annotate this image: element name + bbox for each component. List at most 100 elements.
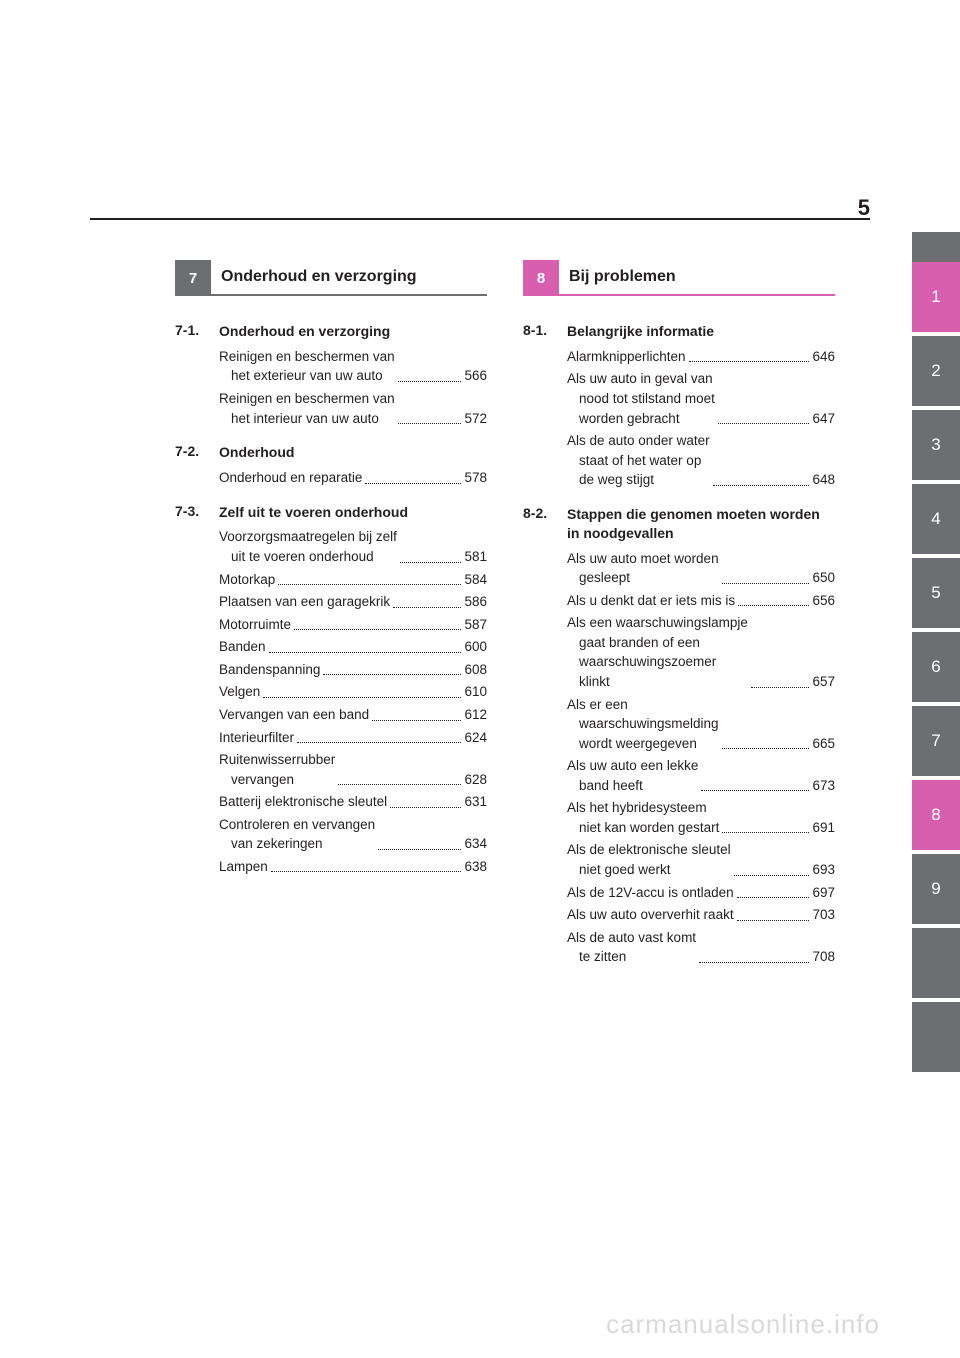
toc-leader-dots bbox=[323, 674, 461, 675]
toc-entry[interactable]: Reinigen en beschermen vanhet interieur … bbox=[219, 389, 487, 428]
toc-entry-text: Vervangen van een band bbox=[219, 705, 369, 725]
toc-entry[interactable]: Als de auto vast komtte zitten708 bbox=[567, 928, 835, 967]
toc-entry[interactable]: Motorkap584 bbox=[219, 570, 487, 590]
toc-subsection: 7-1.Onderhoud en verzorging Reinigen en b… bbox=[175, 322, 487, 431]
side-tab-9[interactable]: 9 bbox=[912, 854, 960, 924]
toc-leader-dots bbox=[294, 629, 461, 630]
toc-entry[interactable]: Als uw auto oververhit raakt703 bbox=[567, 905, 835, 925]
toc-entry-page: 673 bbox=[812, 776, 835, 796]
toc-entry[interactable]: Als de elektronische sleutelniet goed we… bbox=[567, 840, 835, 879]
toc-left-column: 7 Onderhoud en verzorging 7-1.Onderhoud … bbox=[175, 260, 487, 970]
toc-leader-dots bbox=[398, 423, 462, 424]
toc-subsection: 8-1.Belangrijke informatieAlarmknipperli… bbox=[523, 322, 835, 493]
side-tab-6[interactable]: 6 bbox=[912, 632, 960, 702]
side-tab-8[interactable]: 8 bbox=[912, 780, 960, 850]
toc-subsection: 8-2.Stappen die genomen moeten worden in… bbox=[523, 505, 835, 970]
toc-entry[interactable]: Als er eenwaarschuwingsmeldingwordt weer… bbox=[567, 695, 835, 754]
toc-entry[interactable]: Lampen638 bbox=[219, 857, 487, 877]
toc-entry-page: 566 bbox=[464, 366, 487, 386]
toc-subsection-title: Zelf uit te voeren onderhoud bbox=[219, 503, 487, 522]
toc-entry-page: 650 bbox=[812, 568, 835, 588]
toc-entry[interactable]: Als een waarschuwingslampjegaat branden … bbox=[567, 613, 835, 691]
toc-leader-dots bbox=[701, 790, 809, 791]
toc-entry-page: 691 bbox=[812, 818, 835, 838]
toc-entry[interactable]: Onderhoud en reparatie 578 bbox=[219, 468, 487, 488]
toc-entry[interactable]: Interieurfilter624 bbox=[219, 728, 487, 748]
toc-entry[interactable]: Banden 600 bbox=[219, 637, 487, 657]
toc-entry-text: Als een waarschuwingslampjegaat branden … bbox=[567, 613, 748, 691]
toc-entry-text: Als de 12V-accu is ontladen bbox=[567, 883, 734, 903]
section-8-header: 8 Bij problemen bbox=[523, 260, 835, 296]
toc-subsection-title: Belangrijke informatie bbox=[567, 322, 835, 341]
toc-entry[interactable]: Controleren en vervangenvan zekeringen 63… bbox=[219, 815, 487, 854]
toc-subsection-title: Onderhoud en verzorging bbox=[219, 322, 487, 341]
toc-entry-text: Banden bbox=[219, 637, 266, 657]
side-tab-strip: 123456789 bbox=[912, 262, 960, 1072]
toc-entry[interactable]: Batterij elektronische sleutel631 bbox=[219, 792, 487, 812]
toc-entry-text: Als er eenwaarschuwingsmeldingwordt weer… bbox=[567, 695, 719, 754]
toc-entry-page: 647 bbox=[812, 409, 835, 429]
toc-leader-dots bbox=[699, 962, 809, 963]
toc-entry[interactable]: Alarmknipperlichten646 bbox=[567, 347, 835, 367]
side-tab-3[interactable]: 3 bbox=[912, 410, 960, 480]
toc-leader-dots bbox=[722, 748, 810, 749]
toc-leader-dots bbox=[365, 483, 461, 484]
side-tab-4[interactable]: 4 bbox=[912, 484, 960, 554]
toc-entry[interactable]: Als de auto onder waterstaat of het wate… bbox=[567, 431, 835, 490]
toc-leader-dots bbox=[297, 742, 461, 743]
section-7-header: 7 Onderhoud en verzorging bbox=[175, 260, 487, 296]
toc-entry-page: 634 bbox=[464, 834, 487, 854]
toc-entry-page: 578 bbox=[464, 468, 487, 488]
toc-entry-text: Motorruimte bbox=[219, 615, 291, 635]
toc-entry-text: Ruitenwisserrubbervervangen bbox=[219, 750, 335, 789]
toc-subsection: 7-3.Zelf uit te voeren onderhoud Voorzorg… bbox=[175, 503, 487, 880]
toc-subsection-number: 7-3. bbox=[175, 503, 219, 880]
section-8-number: 8 bbox=[523, 260, 559, 296]
section-8-title: Bij problemen bbox=[559, 260, 835, 296]
toc-entry[interactable]: Als uw auto een lekkeband heeft 673 bbox=[567, 756, 835, 795]
side-tab-2[interactable]: 2 bbox=[912, 336, 960, 406]
toc-leader-dots bbox=[737, 897, 810, 898]
toc-entry[interactable]: Als u denkt dat er iets mis is656 bbox=[567, 591, 835, 611]
toc-entry[interactable]: Ruitenwisserrubbervervangen628 bbox=[219, 750, 487, 789]
section-7-subsections: 7-1.Onderhoud en verzorging Reinigen en b… bbox=[175, 322, 487, 879]
toc-entry[interactable]: Voorzorgsmaatregelen bij zelfuit te voer… bbox=[219, 527, 487, 566]
toc-entry[interactable]: Bandenspanning608 bbox=[219, 660, 487, 680]
side-top-block bbox=[912, 232, 960, 262]
toc-entry-text: Als uw auto een lekkeband heeft bbox=[567, 756, 698, 795]
toc-entry[interactable]: Als uw auto moet wordengesleept 650 bbox=[567, 549, 835, 588]
toc-entry[interactable]: Als het hybridesysteemniet kan worden ge… bbox=[567, 798, 835, 837]
toc-entry-page: 608 bbox=[464, 660, 487, 680]
toc-leader-dots bbox=[393, 607, 461, 608]
toc-entry-page: 697 bbox=[812, 883, 835, 903]
toc-entry[interactable]: Reinigen en beschermen vanhet exterieur … bbox=[219, 347, 487, 386]
toc-entry-text: Lampen bbox=[219, 857, 268, 877]
toc-entry-text: Als uw auto oververhit raakt bbox=[567, 905, 734, 925]
toc-leader-dots bbox=[372, 720, 461, 721]
side-tab-5[interactable]: 5 bbox=[912, 558, 960, 628]
toc-subsection: 7-2.OnderhoudOnderhoud en reparatie578 bbox=[175, 443, 487, 490]
toc-subsection-body: Stappen die genomen moeten worden in noo… bbox=[567, 505, 835, 970]
watermark-text: carmanualsonline.info bbox=[606, 1309, 880, 1340]
toc-entry[interactable]: Plaatsen van een garagekrik586 bbox=[219, 592, 487, 612]
toc-entry-page: 600 bbox=[464, 637, 487, 657]
side-tab-1[interactable]: 1 bbox=[912, 262, 960, 332]
toc-entry-page: 572 bbox=[464, 409, 487, 429]
toc-entry[interactable]: Als de 12V-accu is ontladen 697 bbox=[567, 883, 835, 903]
toc-subsection-number: 7-1. bbox=[175, 322, 219, 431]
toc-entry[interactable]: Vervangen van een band612 bbox=[219, 705, 487, 725]
toc-entry-text: Als uw auto moet wordengesleept bbox=[567, 549, 719, 588]
toc-leader-dots bbox=[338, 784, 461, 785]
toc-entry-page: 584 bbox=[464, 570, 487, 590]
toc-entry-text: Plaatsen van een garagekrik bbox=[219, 592, 390, 612]
toc-entry[interactable]: Motorruimte587 bbox=[219, 615, 487, 635]
toc-leader-dots bbox=[734, 875, 810, 876]
toc-entry-text: Onderhoud en reparatie bbox=[219, 468, 362, 488]
toc-entry-text: Controleren en vervangenvan zekeringen bbox=[219, 815, 375, 854]
toc-entry[interactable]: Als uw auto in geval vannood tot stilsta… bbox=[567, 369, 835, 428]
toc-entry-text: Als uw auto in geval vannood tot stilsta… bbox=[567, 369, 715, 428]
side-tab-7[interactable]: 7 bbox=[912, 706, 960, 776]
toc-subsection-body: Belangrijke informatie Alarmknipperlichte… bbox=[567, 322, 835, 493]
toc-entry[interactable]: Velgen610 bbox=[219, 682, 487, 702]
toc-leader-dots bbox=[722, 583, 810, 584]
